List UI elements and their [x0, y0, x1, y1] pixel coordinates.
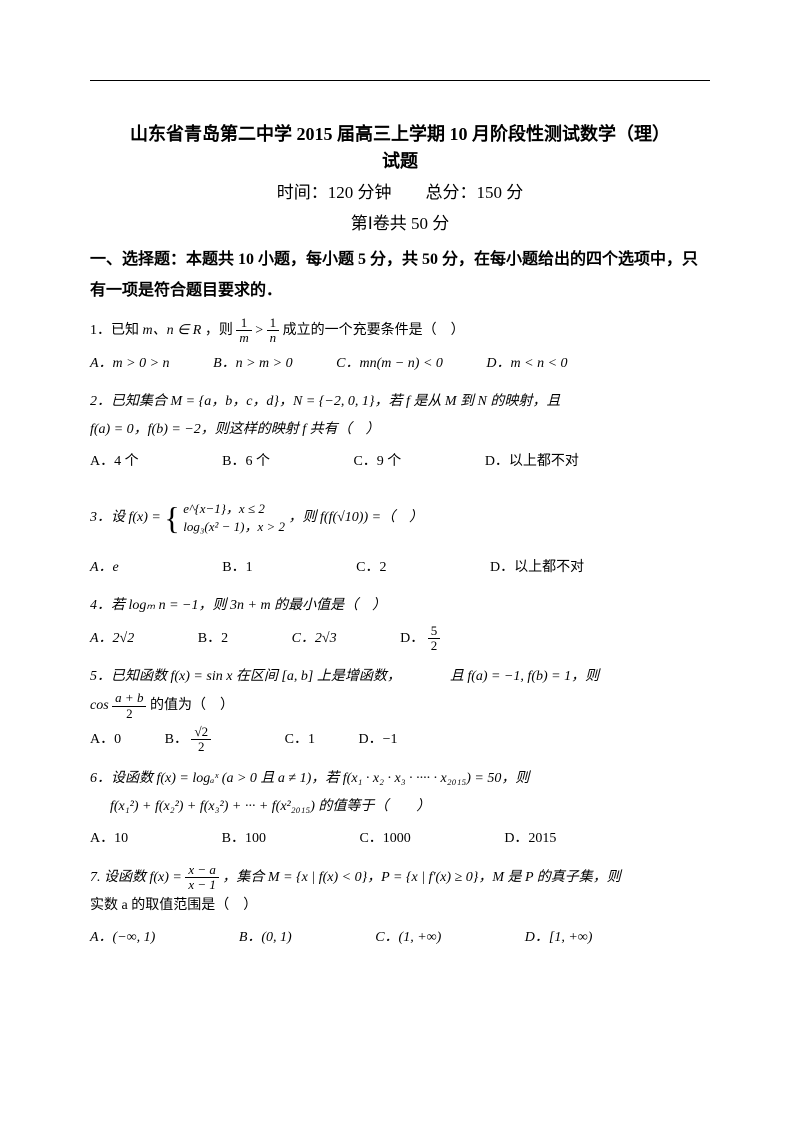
main-title: 山东省青岛第二中学 2015 届高三上学期 10 月阶段性测试数学（理） 试题 — [90, 121, 710, 175]
q1-d: D．m < n < 0 — [486, 350, 567, 378]
q7-d: D．[1, +∞) — [525, 924, 593, 952]
q3-options: A．e B．1 C．2 D．以上都不对 — [90, 554, 710, 582]
q3-pieces: e^{x−1}，x ≤ 2 log₃(x² − 1)，x > 2 — [183, 500, 285, 536]
q6-options: A．10 B．100 C．1000 D．2015 — [90, 825, 710, 853]
q3-d: D．以上都不对 — [490, 554, 584, 582]
q5-a: A．0 — [90, 726, 121, 754]
part-header: 第Ⅰ卷共 50 分 — [90, 210, 710, 237]
q1-a: A．m > 0 > n — [90, 350, 170, 378]
q5-c: C．1 — [285, 726, 315, 754]
q2-options: A．4 个 B．6 个 C．9 个 D．以上都不对 — [90, 448, 710, 476]
q7-options: A．(−∞, 1) B．(0, 1) C．(1, +∞) D．[1, +∞) — [90, 924, 710, 952]
q7-line2: 实数 a 的取值范围是（ ） — [90, 898, 257, 913]
question-5: 5．已知函数 f(x) = sin x 在区间 [a, b] 上是增函数， 且 … — [90, 663, 710, 721]
question-3: 3．设 f(x) = { e^{x−1}，x ≤ 2 log₃(x² − 1)，… — [90, 486, 710, 550]
q2-line2: f(a) = 0，f(b) = −2，则这样的映射 f 共有（ ） — [90, 422, 380, 437]
q2-d: D．以上都不对 — [485, 448, 579, 476]
q1-suffix: 成立的一个充要条件是（ ） — [283, 323, 465, 338]
q1-mn: m、n ∈ R — [143, 323, 202, 338]
question-2: 2．已知集合 M = {a，b，c，d}，N = {−2, 0, 1}，若 f … — [90, 388, 710, 444]
frac-1n: 1 n — [267, 316, 280, 346]
q5-cos: cos — [90, 698, 112, 713]
time-score: 时间：120 分钟 总分：150 分 — [90, 179, 710, 206]
q3-b: B．1 — [222, 554, 252, 582]
q6-a: A．10 — [90, 825, 128, 853]
question-1: 1．已知 m、n ∈ R ，则 1 m > 1 n 成立的一个充要条件是（ ） — [90, 316, 710, 346]
q3-suffix: ，则 f(f(√10)) =（ ） — [289, 510, 424, 525]
q2-line1: 2．已知集合 M = {a，b，c，d}，N = {−2, 0, 1}，若 f … — [90, 394, 560, 409]
frac-5-2: 5 2 — [428, 624, 441, 654]
q5-d: D．−1 — [358, 726, 397, 754]
q4-options: A．2√2 B．2 C．2√3 D． 5 2 — [90, 624, 710, 654]
frac-sqrt2-2: √2 2 — [191, 725, 211, 755]
brace-icon: { — [164, 500, 179, 536]
top-rule — [90, 80, 710, 81]
q6-d: D．2015 — [504, 825, 556, 853]
frac-xa-x1: x − a x − 1 — [185, 863, 219, 893]
q4-c: C．2√3 — [292, 625, 337, 653]
frac-ab-2: a + b 2 — [112, 691, 146, 721]
q6-b: B．100 — [222, 825, 266, 853]
question-4: 4．若 logₘ n = −1，则 3n + m 的最小值是（ ） — [90, 592, 710, 620]
q3-prefix: 3．设 f(x) = — [90, 510, 164, 525]
q1-c: C．mn(m − n) < 0 — [336, 350, 443, 378]
q4-a: A．2√2 — [90, 625, 134, 653]
q1-options: A．m > 0 > n B．n > m > 0 C．mn(m − n) < 0 … — [90, 350, 710, 378]
q6-c: C．1000 — [359, 825, 410, 853]
question-6: 6．设函数 f(x) = logₐˣ (a > 0 且 a ≠ 1)，若 f(x… — [90, 765, 710, 821]
q4-b: B．2 — [198, 625, 228, 653]
q1-b: B．n > m > 0 — [213, 350, 293, 378]
frac-1m: 1 m — [236, 316, 251, 346]
q5-suffix: 的值为（ ） — [150, 698, 234, 713]
q2-a: A．4 个 — [90, 448, 139, 476]
section-header: 一、选择题：本题共 10 小题，每小题 5 分，共 50 分，在每小题给出的四个… — [90, 245, 710, 306]
q7-a: A．(−∞, 1) — [90, 924, 155, 952]
q2-c: C．9 个 — [353, 448, 401, 476]
q7-b: B．(0, 1) — [239, 924, 292, 952]
q7-p2: ，集合 M = {x | f(x) < 0}，P = {x | f′(x) ≥ … — [222, 870, 620, 885]
q3-a: A．e — [90, 554, 119, 582]
title-line1: 山东省青岛第二中学 2015 届高三上学期 10 月阶段性测试数学（理） — [130, 124, 670, 144]
q2-b: B．6 个 — [222, 448, 270, 476]
q3-c: C．2 — [356, 554, 386, 582]
q7-p1: 7. 设函数 f(x) = — [90, 870, 185, 885]
exam-page: 山东省青岛第二中学 2015 届高三上学期 10 月阶段性测试数学（理） 试题 … — [0, 0, 800, 1132]
q6-line1: 6．设函数 f(x) = logₐˣ (a > 0 且 a ≠ 1)，若 f(x… — [90, 771, 529, 786]
q5-options: A．0 B． √2 2 C．1 D．−1 — [90, 725, 710, 755]
q4-d: D． 5 2 — [400, 624, 440, 654]
q1-prefix: 1．已知 — [90, 323, 143, 338]
q1-mid2: ，则 — [205, 323, 237, 338]
question-7: 7. 设函数 f(x) = x − a x − 1 ，集合 M = {x | f… — [90, 863, 710, 921]
title-line2: 试题 — [382, 151, 418, 171]
q5-line1: 5．已知函数 f(x) = sin x 在区间 [a, b] 上是增函数， 且 … — [90, 669, 599, 684]
q6-line2: f(x₁²) + f(x₂²) + f(x₃²) + ··· + f(x²₂₀₁… — [110, 799, 430, 814]
q5-b: B． √2 2 — [165, 725, 211, 755]
q7-c: C．(1, +∞) — [375, 924, 441, 952]
